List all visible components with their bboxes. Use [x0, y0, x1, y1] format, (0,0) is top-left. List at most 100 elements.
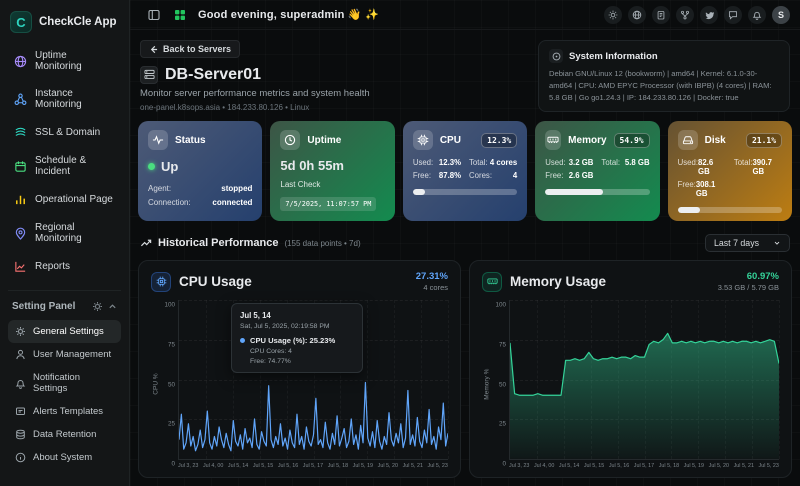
sidebar-item-instance-monitoring[interactable]: Instance Monitoring	[8, 81, 121, 117]
globe-icon	[14, 55, 27, 67]
gear-icon[interactable]	[92, 301, 103, 312]
memory-usage-chart-card: Memory Usage 60.97% 3.53 GB / 5.79 GB Me…	[469, 260, 792, 478]
y-axis-ticks: 0 25 50 75 100	[495, 301, 506, 468]
historical-performance-title: Historical Performance	[158, 237, 279, 250]
time-range-select[interactable]: Last 7 days	[705, 234, 790, 253]
chevron-down-icon	[774, 241, 780, 246]
historical-performance-row: Historical Performance (155 data points …	[138, 234, 792, 253]
notifications-button[interactable]	[748, 5, 766, 24]
cpu-progress-track	[412, 189, 518, 196]
sidebar-nav: Uptime Monitoring Instance Monitoring SS…	[8, 43, 121, 280]
sidebar-item-schedule-incident[interactable]: Schedule & Incident	[8, 148, 121, 184]
chart-title: Memory Usage	[510, 274, 607, 290]
page-header-row: Back to Servers DB-Server01 Monitor serv…	[138, 40, 792, 113]
sidebar-item-label: Instance Monitoring	[35, 88, 82, 110]
clock-icon	[280, 130, 301, 151]
activity-icon	[148, 130, 168, 151]
status-card[interactable]: Status Up Agent: stopped Connection: conne…	[138, 121, 263, 222]
chevron-up-icon[interactable]	[108, 302, 117, 311]
clipboard-icon	[657, 10, 665, 19]
sidebar-item-alerts-templates[interactable]: Alerts Templates	[8, 400, 121, 423]
memory-ram-icon	[482, 271, 502, 292]
sidebar: C CheckCle App Uptime Monitoring Instanc…	[0, 0, 130, 486]
theme-toggle-button[interactable]	[604, 5, 622, 24]
cpu-chip-icon	[412, 130, 433, 151]
page-title: DB-Server01	[165, 65, 262, 83]
series-dot	[240, 338, 245, 344]
server-heading-block: Back to Servers DB-Server01 Monitor serv…	[140, 40, 370, 112]
agent-status: stopped	[221, 184, 253, 194]
status-value: Up	[161, 159, 179, 175]
memory-ram-icon	[545, 130, 562, 151]
server-icon	[140, 65, 158, 84]
chat-button[interactable]	[724, 5, 742, 24]
sidebar-item-uptime-monitoring[interactable]: Uptime Monitoring	[8, 43, 121, 79]
sidebar-item-ssl-domain[interactable]: SSL & Domain	[8, 119, 121, 146]
memory-gb-sub: 3.53 GB / 5.79 GB	[717, 283, 779, 293]
settings-panel-header: Setting Panel	[8, 299, 121, 320]
cpu-card[interactable]: CPU 12.3% Used: 12.3% Total: 4 cores Free:…	[402, 121, 528, 222]
memory-usage-badge: 54.9%	[613, 132, 650, 148]
nodes-icon	[14, 93, 27, 105]
disk-progress-track	[677, 207, 783, 214]
disk-card[interactable]: Disk 21.1% Used: 82.6 GB Total: 390.7 GB F…	[667, 121, 793, 222]
memory-card[interactable]: Memory 54.9% Used: 3.2 GB Total: 5.8 GB Fr…	[535, 121, 660, 222]
top-bar-actions: S	[604, 5, 790, 24]
cpu-usage-badge: 12.3%	[481, 132, 518, 148]
app-logo-row[interactable]: C CheckCle App	[8, 9, 121, 43]
cpu-chip-icon	[151, 271, 171, 292]
back-to-servers-button[interactable]: Back to Servers	[140, 40, 241, 58]
data-points-meta: (155 data points • 7d)	[284, 238, 361, 248]
sidebar-item-label: Notification Settings	[33, 372, 80, 394]
trending-up-icon	[140, 239, 152, 247]
sidebar-item-label: Alerts Templates	[33, 406, 104, 417]
cpu-current-value: 27.31%	[415, 271, 448, 283]
map-pin-icon	[15, 227, 26, 240]
sidebar-item-general-settings[interactable]: General Settings	[8, 320, 121, 343]
last-check-timestamp: 7/5/2025, 11:07:57 PM	[280, 197, 377, 212]
sidebar-item-regional-monitoring[interactable]: Regional Monitoring	[8, 215, 121, 251]
sidebar-item-data-retention[interactable]: Data Retention	[8, 423, 121, 446]
language-button[interactable]	[628, 5, 646, 24]
memory-plot-area[interactable]	[509, 300, 780, 460]
template-icon	[16, 407, 25, 415]
app-logo-icon: C	[10, 11, 32, 33]
sidebar-item-operational-page[interactable]: Operational Page	[8, 186, 121, 213]
bar-chart-icon	[16, 195, 25, 205]
sidebar-item-reports[interactable]: Reports	[8, 253, 121, 280]
sidebar-divider	[8, 290, 121, 291]
git-button[interactable]	[676, 5, 694, 24]
line-chart-icon	[15, 261, 26, 272]
app-grid-icon[interactable]	[172, 7, 188, 23]
docs-button[interactable]	[652, 5, 670, 24]
social-button[interactable]	[700, 5, 718, 24]
arrow-left-icon	[150, 45, 158, 53]
server-meta: one-panel.k8sops.asia • 184.233.80.126 •…	[140, 102, 310, 112]
cpu-usage-chart-card: CPU Usage 27.31% 4 cores CPU % 0 25 50 75 10…	[138, 260, 461, 478]
memory-current-value: 60.97%	[746, 271, 779, 283]
system-info-icon	[549, 49, 563, 63]
y-axis-label: Memory %	[483, 369, 491, 401]
system-info-details: Debian GNU/Linux 12 (bookworm) | amd64 |…	[549, 69, 772, 102]
uptime-value: 5d 0h 55m	[280, 158, 344, 174]
bird-icon	[705, 11, 714, 19]
uptime-card[interactable]: Uptime 5d 0h 55m Last Check 7/5/2025, 11…	[270, 121, 395, 222]
sidebar-toggle-icon[interactable]	[146, 7, 162, 23]
sidebar-item-notification-settings[interactable]: Notification Settings	[8, 366, 121, 400]
cpu-progress-fill	[412, 189, 426, 196]
layers-icon	[15, 127, 26, 136]
message-square-icon	[729, 10, 737, 20]
calendar-icon	[15, 160, 26, 172]
user-avatar[interactable]: S	[772, 5, 790, 24]
sidebar-item-label: About System	[33, 452, 93, 463]
app-name: CheckCle App	[39, 16, 117, 28]
sidebar-item-user-management[interactable]: User Management	[8, 343, 121, 366]
cpu-cores-sub: 4 cores	[423, 283, 448, 293]
sidebar-item-about-system[interactable]: About System	[8, 446, 121, 469]
language-globe-icon	[632, 10, 642, 19]
page-content: Back to Servers DB-Server01 Monitor serv…	[130, 30, 800, 486]
y-axis-ticks: 0 25 50 75 100	[164, 301, 175, 468]
sidebar-item-label: Operational Page	[35, 194, 113, 205]
sidebar-item-label: User Management	[33, 349, 112, 360]
main-area: Good evening, superadmin 👋 ✨	[130, 0, 800, 486]
